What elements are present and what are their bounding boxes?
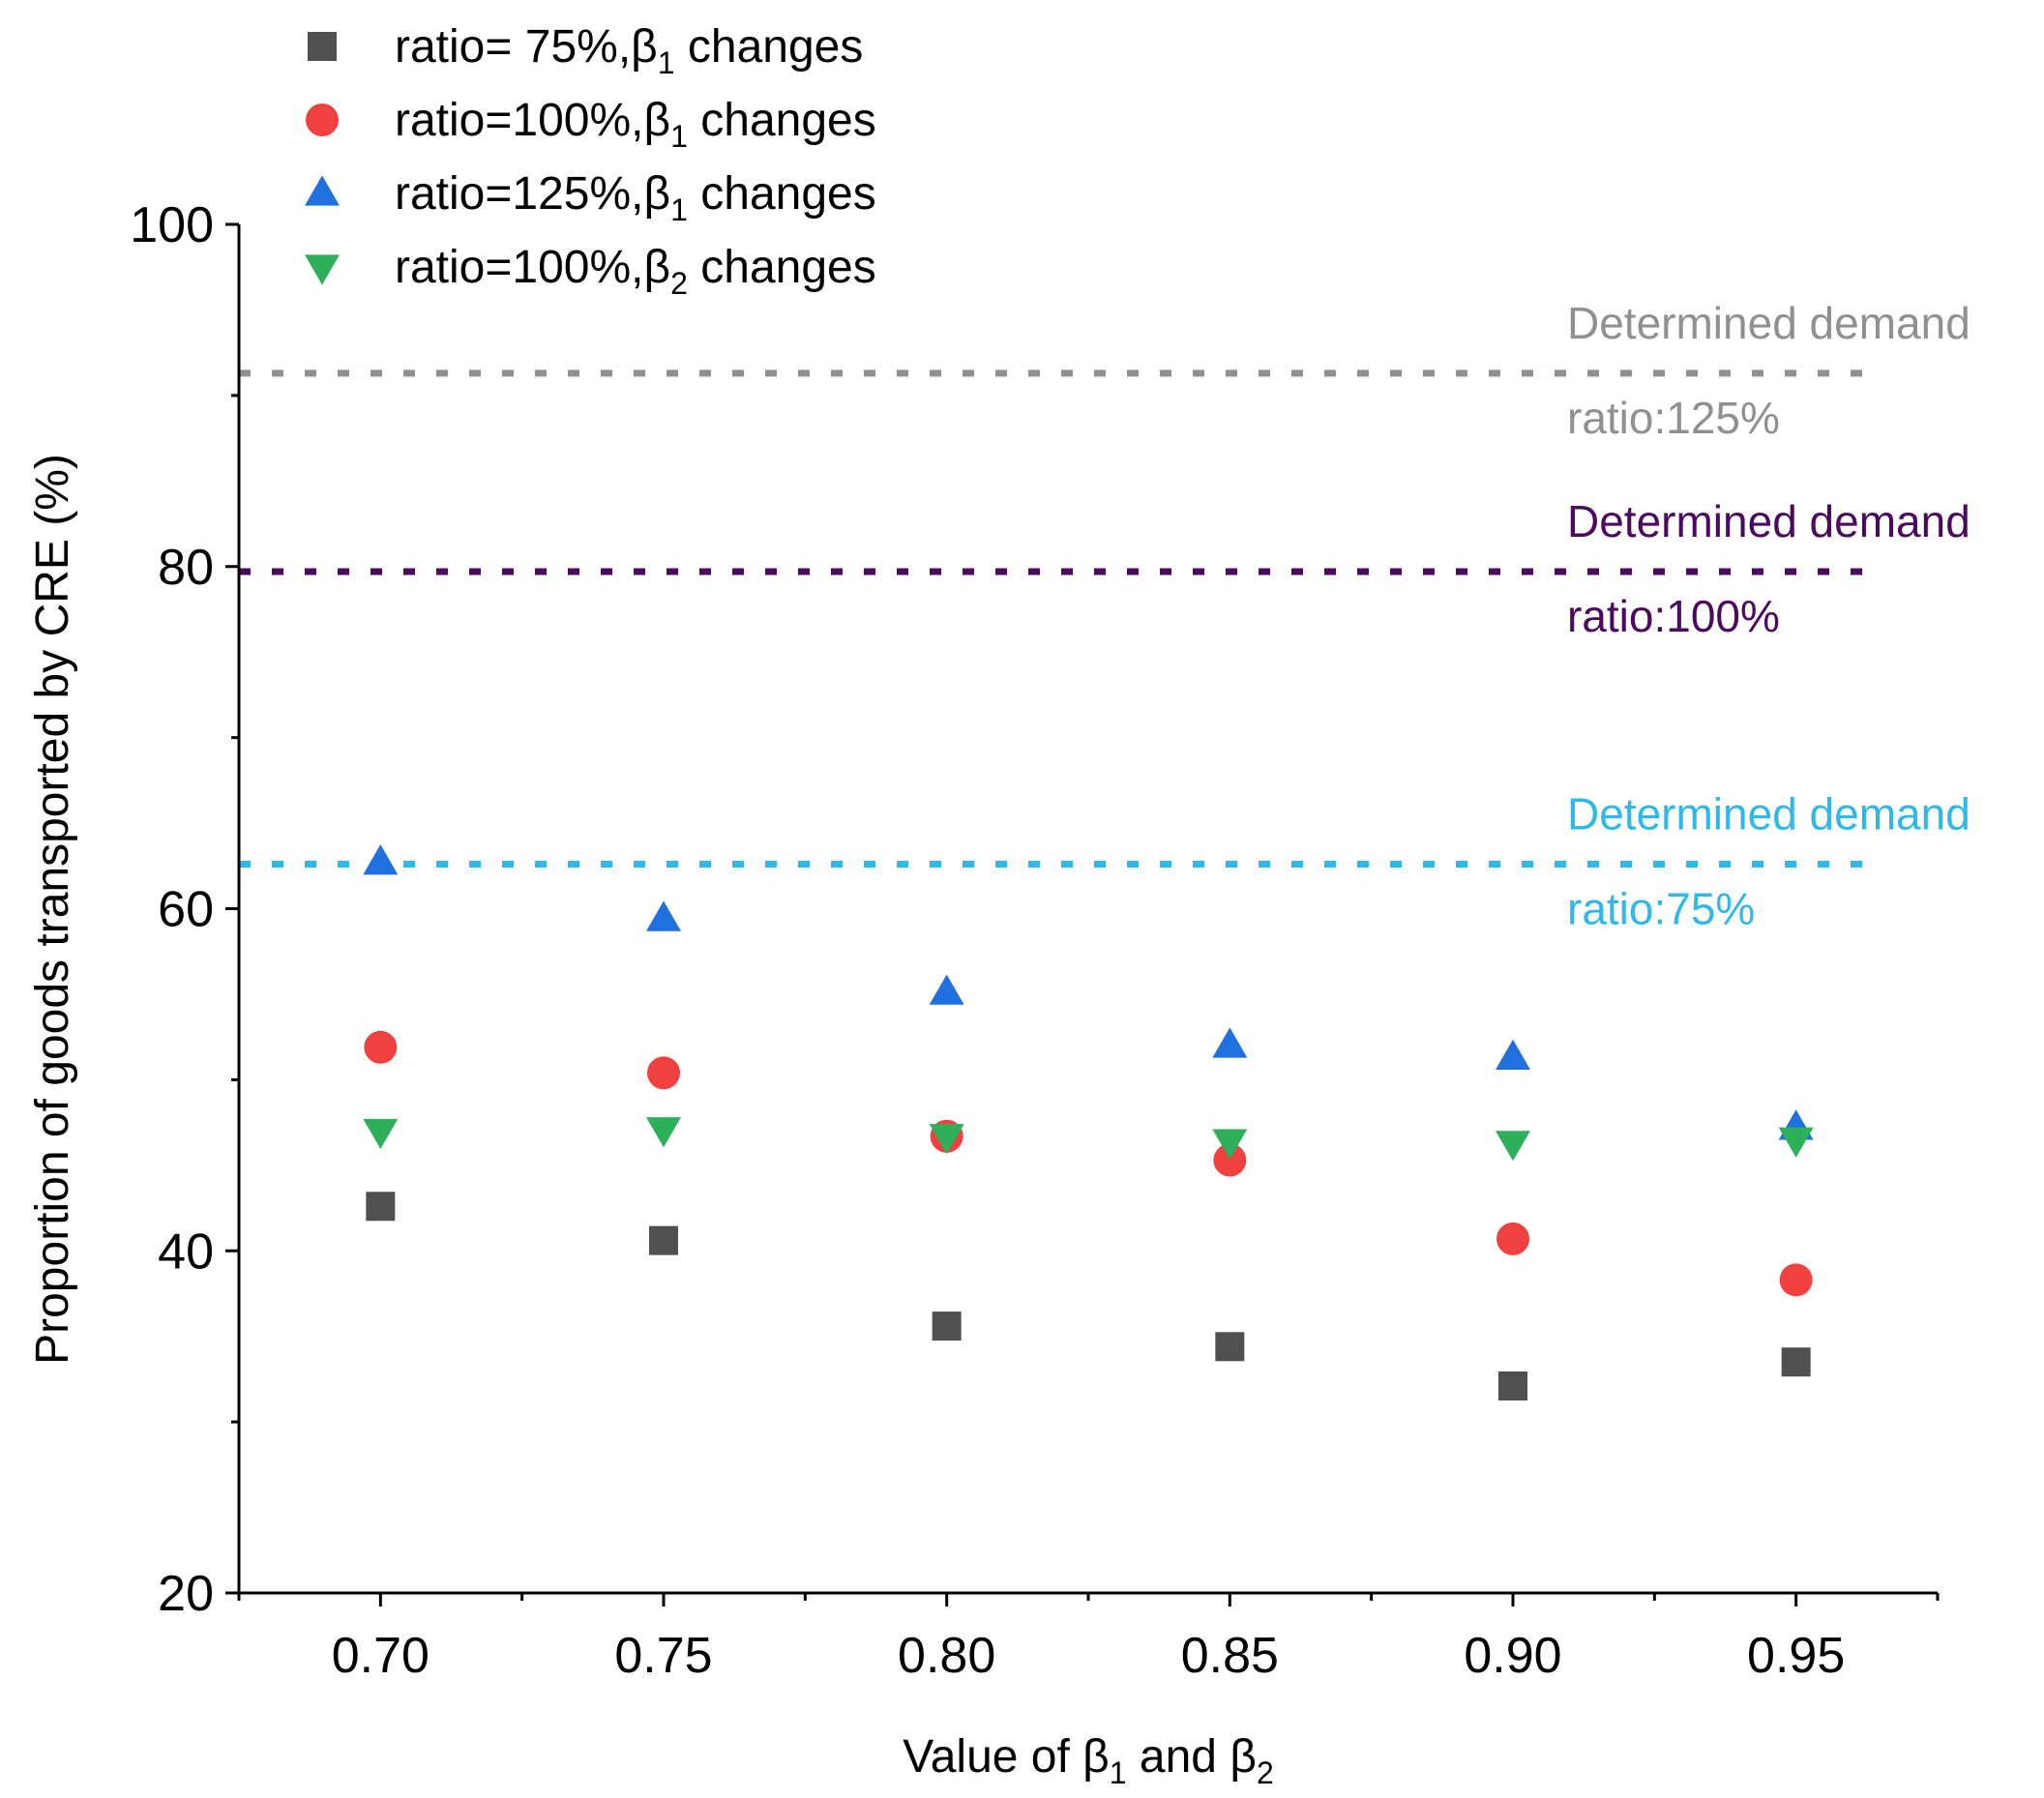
legend-label-0: ratio= 75%,β1 changes [395, 21, 863, 80]
point-s1-1 [647, 1056, 680, 1090]
point-s1-3 [1213, 1143, 1247, 1177]
point-s0-4 [1498, 1371, 1527, 1400]
data-points [363, 844, 1814, 1400]
y-tick-label-60: 60 [158, 882, 214, 938]
reference-label-top-0: Determined demand [1567, 298, 1970, 348]
point-s0-5 [1781, 1347, 1811, 1377]
legend-marker-3 [305, 254, 340, 285]
point-s3-0 [363, 1118, 399, 1150]
reference-lines: Determined demand ratio:125% Determined de… [239, 298, 1970, 934]
point-s0-1 [649, 1225, 678, 1255]
point-s1-5 [1779, 1263, 1813, 1297]
legend-label-2: ratio=125%,β1 changes [395, 168, 876, 227]
x-tick-label-4: 0.90 [1464, 1628, 1561, 1684]
legend-marker-1 [306, 103, 339, 136]
point-s3-2 [929, 1124, 964, 1155]
point-s2-4 [1496, 1039, 1530, 1070]
legend: ratio= 75%,β1 changes ratio=100%,β1 chang… [305, 21, 876, 301]
x-axis-title: Value of β1 and β2 [903, 1731, 1273, 1790]
point-s2-3 [1212, 1027, 1248, 1058]
point-s3-1 [646, 1117, 681, 1148]
y-tick-label-20: 20 [158, 1566, 214, 1622]
point-s3-4 [1496, 1131, 1530, 1162]
y-tick-label-80: 80 [158, 540, 214, 596]
y-ticks: 20 40 60 80 100 [130, 197, 239, 1622]
point-s0-3 [1215, 1332, 1245, 1362]
point-s1-4 [1496, 1222, 1529, 1255]
point-s2-1 [646, 900, 681, 931]
y-tick-label-40: 40 [158, 1223, 214, 1280]
legend-marker-2 [305, 175, 340, 206]
x-tick-label-2: 0.80 [898, 1628, 995, 1684]
legend-label-3: ratio=100%,β2 changes [395, 242, 876, 301]
reference-label-top-1: Determined demand [1567, 496, 1970, 546]
reference-label-bottom-0: ratio:125% [1567, 393, 1780, 443]
x-tick-label-5: 0.95 [1747, 1628, 1845, 1684]
x-tick-label-1: 0.75 [614, 1628, 712, 1684]
point-s1-0 [364, 1030, 398, 1064]
x-ticks: 0.70 0.75 0.80 0.85 0.90 0.95 [237, 1593, 1940, 1684]
x-tick-label-3: 0.85 [1181, 1628, 1279, 1684]
reference-label-bottom-2: ratio:75% [1567, 884, 1755, 934]
reference-label-top-2: Determined demand [1567, 789, 1970, 840]
y-tick-label-100: 100 [130, 197, 214, 253]
point-s3-5 [1778, 1127, 1814, 1158]
point-s2-0 [363, 844, 399, 875]
reference-label-bottom-1: ratio:100% [1567, 591, 1780, 641]
y-axis-title: Proportion of goods transported by CRE (… [27, 454, 78, 1365]
legend-label-1: ratio=100%,β1 changes [395, 95, 876, 154]
point-s0-0 [366, 1192, 396, 1222]
point-s2-2 [929, 974, 964, 1005]
x-tick-label-0: 0.70 [332, 1628, 430, 1684]
point-s0-2 [932, 1312, 962, 1341]
legend-marker-0 [308, 32, 337, 61]
point-s3-3 [1212, 1129, 1248, 1160]
